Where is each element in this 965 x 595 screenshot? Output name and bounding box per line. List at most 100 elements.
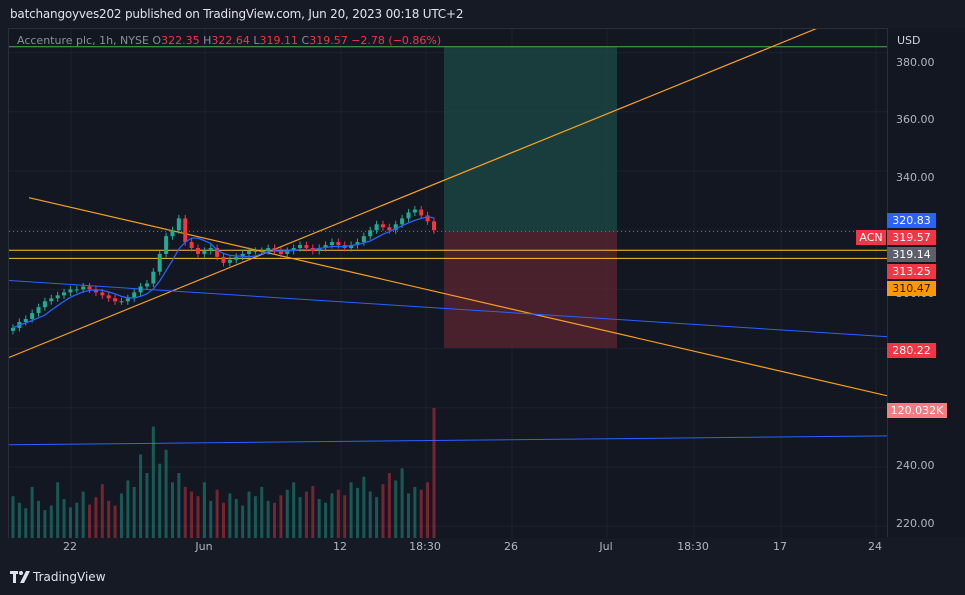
volume-bar: [324, 502, 328, 538]
candle-body: [11, 327, 15, 331]
volume-bar: [362, 476, 366, 538]
volume-bar: [241, 505, 245, 538]
symbol-legend: Accenture plc, 1h, NYSE O322.35 H322.64 …: [17, 34, 441, 47]
volume-bar: [253, 496, 257, 538]
x-tick-1830b: 18:30: [677, 540, 709, 553]
candle-body: [285, 250, 290, 254]
volume-bar: [75, 502, 79, 538]
candle-body: [253, 250, 258, 252]
volume-bar: [298, 497, 302, 538]
candle-body: [304, 245, 309, 248]
volume-bar: [196, 496, 200, 538]
volume-bar: [94, 497, 98, 538]
volume-bar: [317, 499, 321, 538]
low-label: L: [253, 34, 260, 47]
candle-body: [259, 250, 264, 252]
moving-average-line: [12, 216, 435, 329]
candle-body: [157, 253, 162, 272]
high-value: 322.64: [211, 34, 250, 47]
volume-bar: [24, 508, 28, 538]
x-tick-22: 22: [63, 540, 77, 553]
volume-bar: [126, 480, 130, 538]
candle-body: [380, 224, 385, 228]
volume-bar: [139, 454, 143, 538]
volume-bar: [260, 486, 264, 538]
price-tag-stop: 280.22: [887, 343, 936, 358]
candle-body: [81, 286, 86, 290]
publish-info: batchangoyves202 published on TradingVie…: [10, 7, 464, 21]
volume-bar: [413, 486, 417, 538]
volume-bar: [107, 500, 111, 538]
volume-bar: [349, 482, 353, 538]
volume-bar: [113, 505, 117, 538]
candle-body: [272, 247, 277, 251]
volume-bar: [170, 482, 174, 538]
tradingview-logo-icon: [10, 571, 30, 583]
volume-bar: [209, 500, 213, 538]
price-tag-volume: 120.032K: [887, 403, 947, 418]
volume-bar: [330, 493, 334, 538]
publish-header: batchangoyves202 published on TradingVie…: [0, 0, 965, 28]
candle-body: [208, 247, 213, 251]
volume-bar: [336, 489, 340, 538]
candle-body: [176, 218, 181, 231]
candle-body: [432, 221, 436, 231]
volume-bar: [202, 482, 206, 538]
volume-bar: [285, 489, 289, 538]
volume-bar: [375, 497, 379, 538]
candle-body: [30, 313, 35, 320]
candle-body: [361, 236, 366, 243]
volume-bar: [183, 486, 187, 538]
volume-bar: [266, 500, 270, 538]
candle-body: [298, 245, 303, 248]
volume-bar: [343, 495, 347, 538]
volume-bar: [177, 473, 181, 538]
currency-label: USD: [897, 34, 921, 47]
volume-bar: [30, 486, 34, 538]
volume-bar: [11, 496, 15, 538]
volume-bar: [273, 502, 277, 538]
chart-plot-area[interactable]: [8, 28, 888, 538]
price-tag-orange: 310.47: [887, 281, 936, 296]
volume-bar: [132, 486, 136, 538]
stop-zone: [444, 231, 617, 348]
volume-bar: [43, 510, 47, 538]
candle-body: [278, 250, 283, 254]
volume-bar: [355, 487, 359, 538]
volume-bar: [56, 482, 60, 538]
y-tick-360: 360.00: [896, 113, 935, 126]
chart-canvas[interactable]: [9, 29, 888, 538]
volume-bar: [432, 408, 436, 538]
volume-bar: [304, 491, 308, 538]
candle-body: [291, 247, 296, 251]
volume-bar: [81, 491, 85, 538]
volume-bar: [292, 482, 296, 538]
candle-body: [202, 250, 207, 254]
volume-bar: [100, 484, 104, 538]
candle-body: [221, 256, 226, 263]
candle-body: [23, 319, 28, 322]
candle-body: [234, 256, 239, 260]
candle-body: [336, 242, 341, 246]
symbol-name: Accenture plc, 1h, NYSE: [17, 34, 149, 47]
high-label: H: [203, 34, 212, 47]
x-tick-12: 12: [333, 540, 347, 553]
y-tick-240: 240.00: [896, 459, 935, 472]
volume-bar: [88, 504, 92, 538]
candle-body: [151, 271, 156, 284]
volume-bar: [394, 480, 398, 538]
y-tick-220: 220.00: [896, 517, 935, 530]
candle-body: [36, 307, 41, 314]
candle-body: [42, 301, 47, 308]
candle-body: [55, 295, 60, 299]
candle-body: [329, 242, 334, 246]
volume-bar: [190, 491, 194, 538]
volume-bar: [228, 493, 232, 538]
candle-body: [317, 247, 322, 251]
candle-body: [368, 230, 373, 237]
volume-bar: [17, 502, 21, 538]
volume-bar: [406, 493, 410, 538]
candle-body: [62, 292, 67, 296]
close-label: C: [301, 34, 310, 47]
volume-bar: [234, 499, 238, 538]
